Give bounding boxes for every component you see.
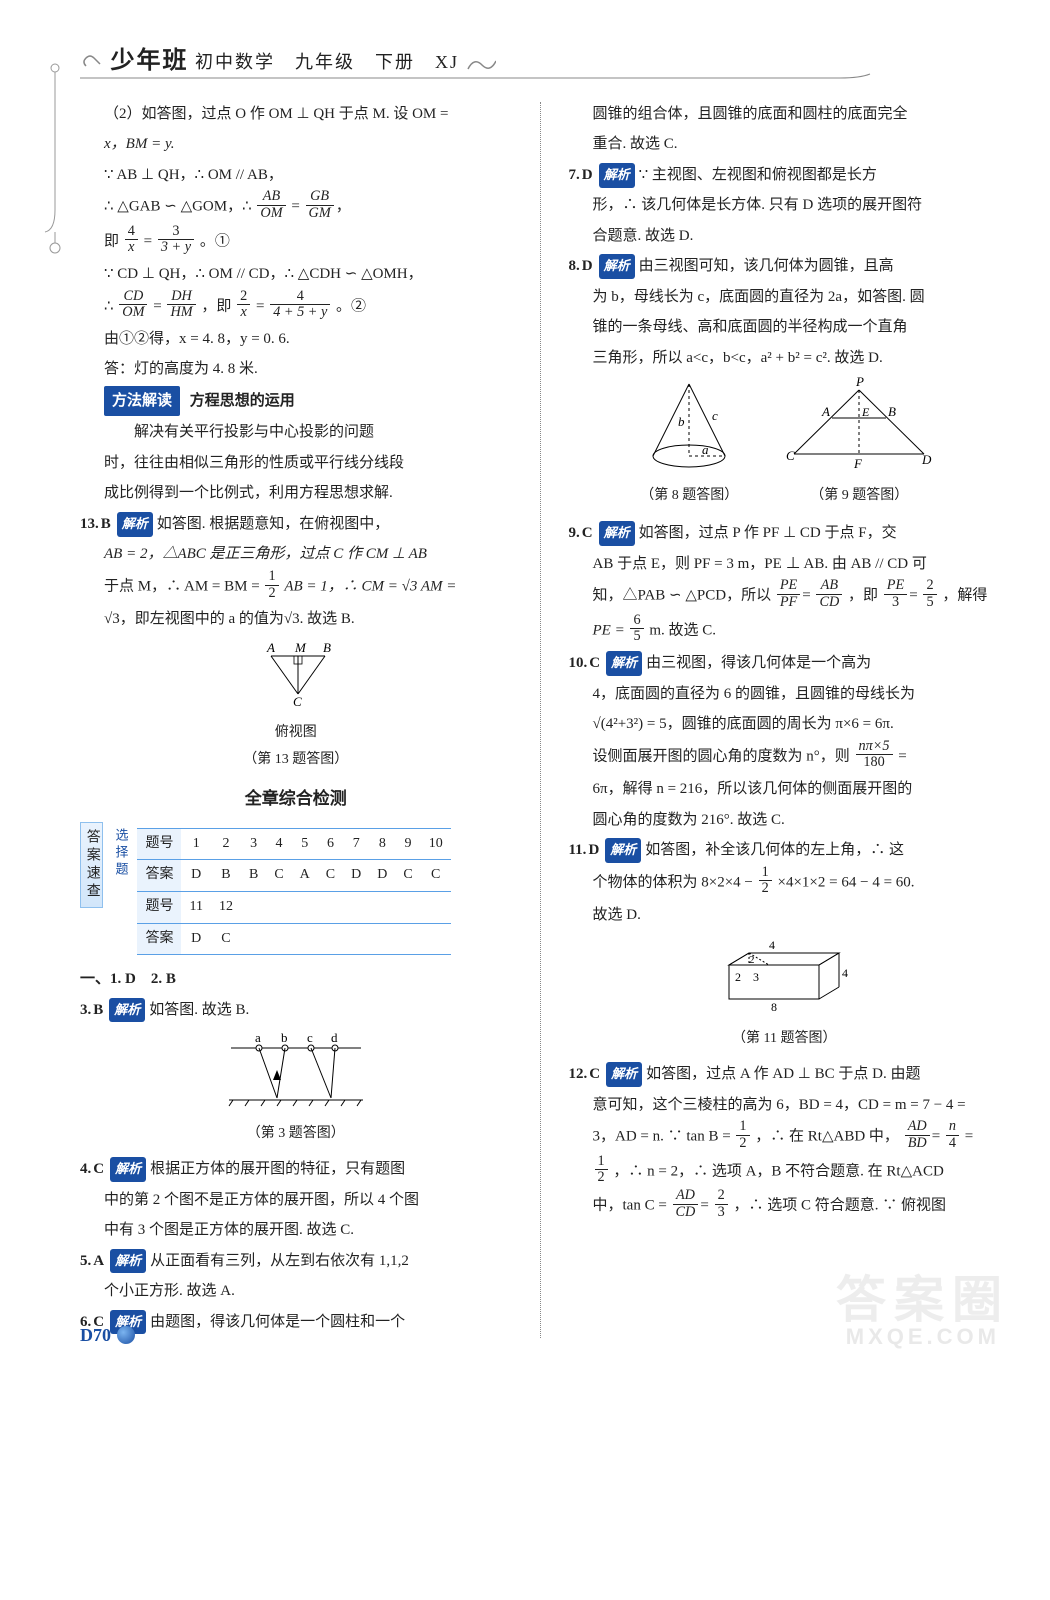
margin-decor xyxy=(42,60,68,285)
left-column: （2）如答图，过点 O 作 OM ⊥ QH 于点 M. 设 OM = x，BM … xyxy=(80,98,512,1338)
section-title: 全章综合检测 xyxy=(80,783,512,815)
svg-text:4: 4 xyxy=(769,938,775,952)
method-tag: 方法解读 xyxy=(104,386,180,417)
svg-text:F: F xyxy=(853,456,863,471)
svg-text:a: a xyxy=(702,442,709,457)
right-column: 圆锥的组合体，且圆锥的底面和圆柱的底面完全 重合. 故选 C. 7.D解析∵ 主… xyxy=(569,98,1001,1338)
fig-13: A M B C 俯视图 xyxy=(80,640,512,747)
brand: 少年班 xyxy=(111,48,189,74)
subject: 初中数学 九年级 下册 XJ xyxy=(195,52,459,72)
svg-text:P: P xyxy=(855,374,864,389)
sol-line: （2）如答图，过点 O 作 OM ⊥ QH 于点 M. 设 OM = xyxy=(80,100,512,129)
svg-text:c: c xyxy=(307,1030,313,1045)
svg-text:E: E xyxy=(861,405,870,419)
svg-text:d: d xyxy=(331,1030,338,1045)
svg-text:C: C xyxy=(786,448,795,463)
svg-text:c: c xyxy=(712,408,718,423)
svg-text:B: B xyxy=(888,404,896,419)
clip-icon xyxy=(80,52,104,76)
svg-text:b: b xyxy=(678,414,685,429)
svg-text:A: A xyxy=(821,404,830,419)
site-mark: MXQE.COM xyxy=(846,1324,1000,1350)
svg-text:8: 8 xyxy=(771,1000,777,1014)
fig-9: P A B E C D F （第 9 题答图） xyxy=(784,374,934,517)
svg-text:M: M xyxy=(294,640,307,655)
svg-text:A: A xyxy=(266,640,275,655)
fig-8: b c a （第 8 题答图） xyxy=(634,374,744,517)
svg-text:3: 3 xyxy=(753,970,759,984)
svg-text:D: D xyxy=(921,452,932,467)
svg-text:4: 4 xyxy=(842,966,848,980)
svg-text:b: b xyxy=(281,1030,288,1045)
answer-table: 答案速查 选择题 题号 12345678910 答案 DBBCACDDCC 题号… xyxy=(80,822,512,963)
fig-3: a b c d xyxy=(80,1030,512,1121)
svg-text:B: B xyxy=(323,640,331,655)
svg-text:2: 2 xyxy=(749,954,755,966)
svg-text:a: a xyxy=(255,1030,261,1045)
fig-11: 4 2 3 4 8 2 xyxy=(569,935,1001,1026)
page-header: 少年班 初中数学 九年级 下册 XJ xyxy=(80,40,1000,84)
svg-text:C: C xyxy=(293,694,302,709)
page-number: D70 xyxy=(80,1325,135,1346)
svg-text:2: 2 xyxy=(735,970,741,984)
wave-icon xyxy=(466,55,496,73)
